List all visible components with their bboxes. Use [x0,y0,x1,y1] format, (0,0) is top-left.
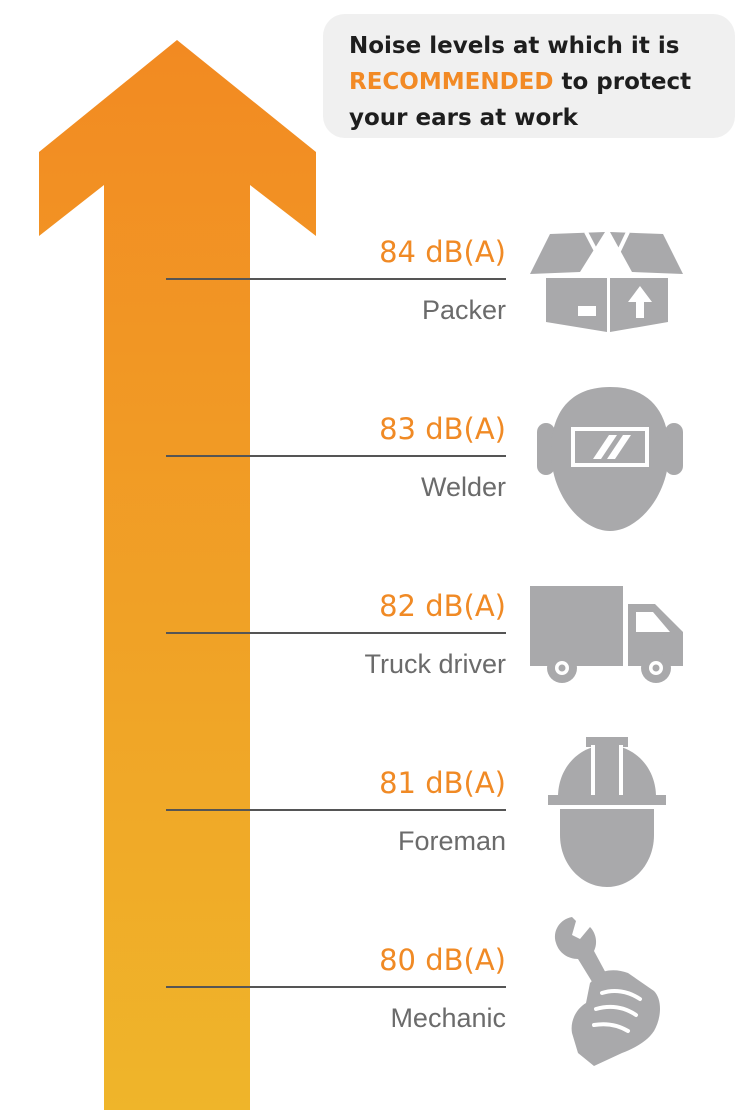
wrench-hand-icon [554,917,660,1066]
header-callout: Noise levels at which it is RECOMMENDED … [323,14,735,138]
job-label: Welder [420,472,506,502]
noise-value: 81 dB(A) [379,766,506,800]
level-divider [166,809,506,811]
callout-line-1: Noise levels at which it is [349,33,680,59]
job-label: Foreman [397,826,506,856]
noise-value: 83 dB(A) [379,412,506,446]
welding-mask-icon [537,387,683,531]
noise-value: 82 dB(A) [379,589,506,623]
job-label: Mechanic [390,1003,506,1033]
level-welder: 83 dB(A) Welder [166,411,506,521]
noise-value: 84 dB(A) [379,235,506,269]
level-divider [166,455,506,457]
level-mechanic: 80 dB(A) Mechanic [166,942,506,1052]
callout-line-2: RECOMMENDED to protect [349,69,692,95]
noise-value: 80 dB(A) [379,943,506,977]
box-icon [530,231,683,332]
truck-icon [530,586,683,683]
level-packer: 84 dB(A) Packer [166,234,506,344]
job-label: Truck driver [364,649,506,679]
job-label: Packer [421,295,506,325]
level-divider [166,986,506,988]
level-divider [166,278,506,280]
level-foreman: 81 dB(A) Foreman [166,765,506,875]
hard-hat-icon [548,737,666,887]
callout-line-3: your ears at work [349,105,578,131]
level-truck-driver: 82 dB(A) Truck driver [166,588,506,698]
level-divider [166,632,506,634]
recommended-highlight: RECOMMENDED [349,69,554,95]
